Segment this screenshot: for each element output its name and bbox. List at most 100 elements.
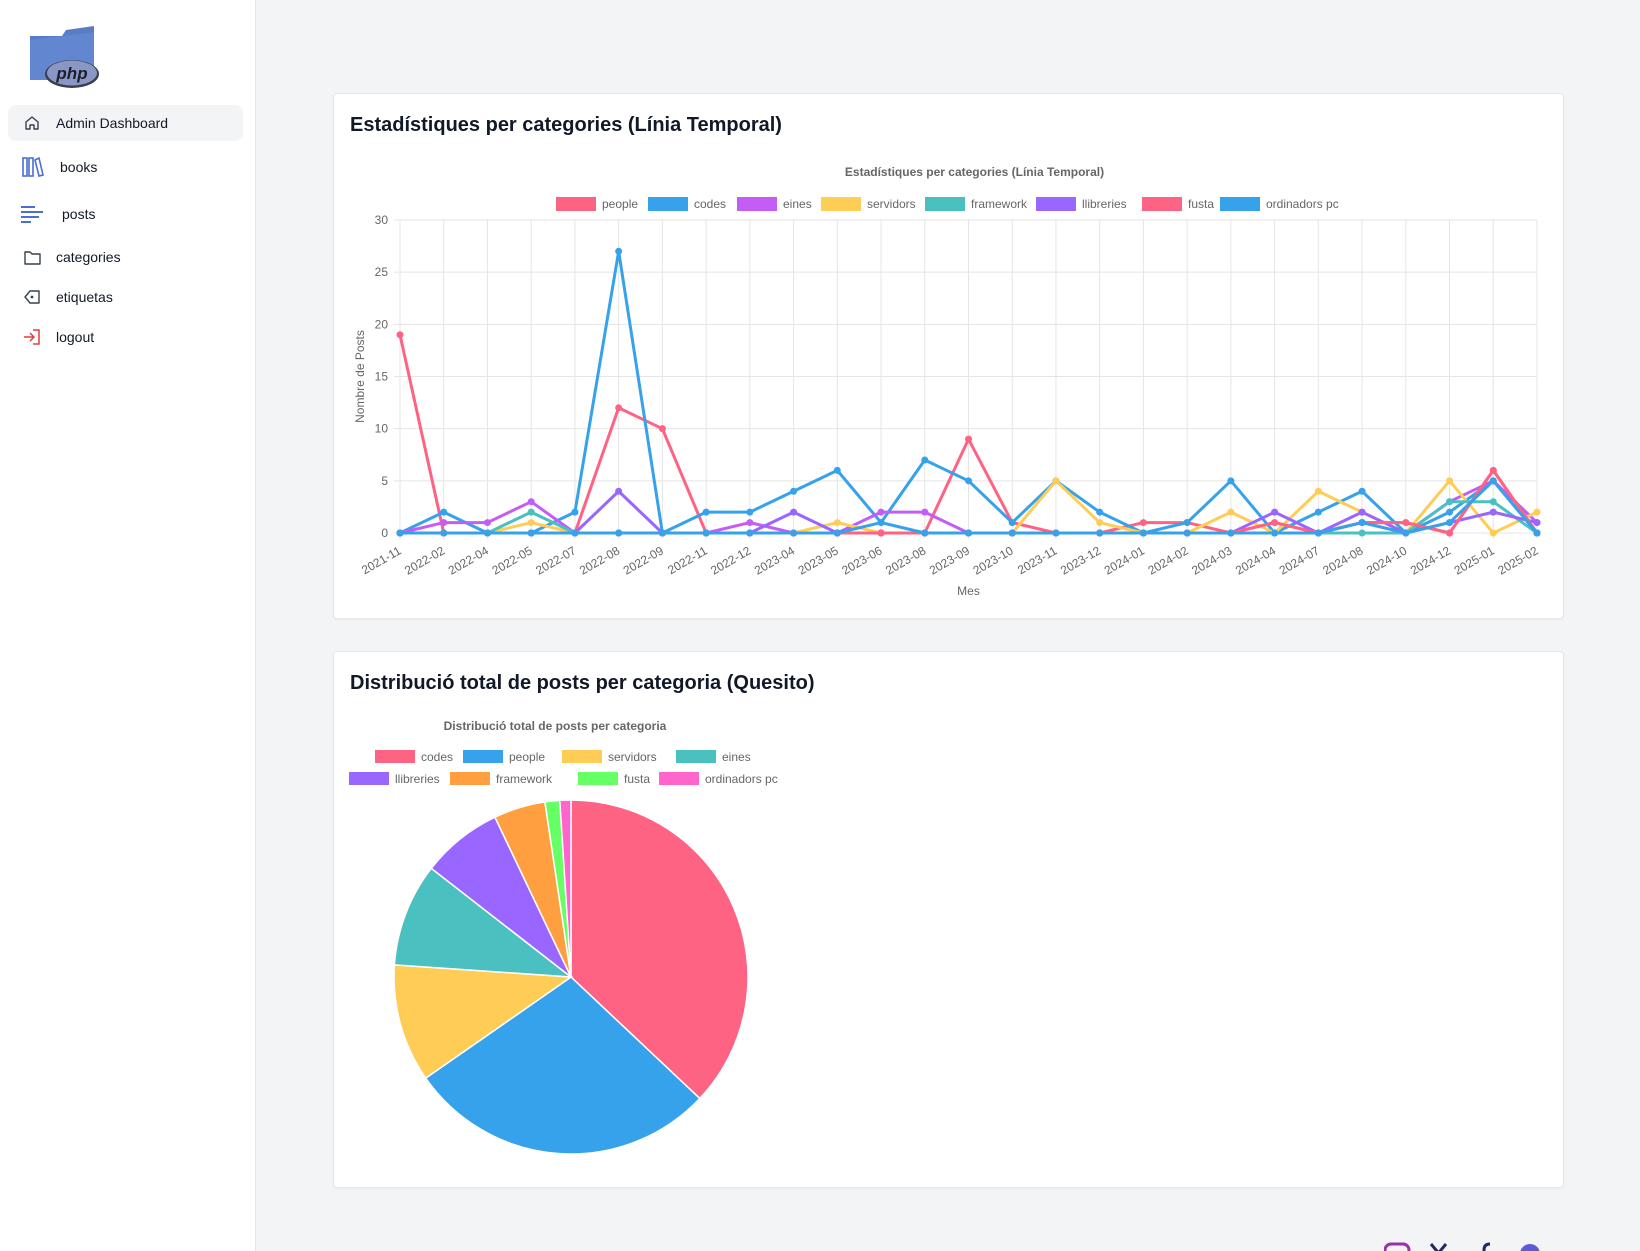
data-point [396, 529, 404, 537]
legend-swatch [463, 750, 503, 763]
x-tick-label: 2023-08 [883, 543, 928, 577]
pie-slice-eines [393, 867, 574, 978]
y-tick-label: 25 [375, 265, 389, 279]
sidebar-item-label: books [60, 159, 98, 175]
x-tick-label: 2023-12 [1058, 543, 1103, 577]
legend-label: framework [971, 197, 1028, 211]
x-tick-label: 2021-11 [359, 543, 404, 577]
data-point [877, 529, 885, 537]
sidebar-item-posts[interactable]: posts [8, 191, 243, 237]
data-point [571, 529, 579, 537]
data-point [615, 404, 623, 412]
data-point [1139, 529, 1147, 537]
sidebar-item-books[interactable]: books [8, 143, 243, 191]
social-links [1384, 1242, 1544, 1251]
data-point [877, 519, 885, 527]
y-tick-label: 20 [375, 317, 389, 331]
x-tick-label: 2023-06 [839, 543, 884, 577]
x-tick-label: 2024-07 [1277, 543, 1322, 577]
legend-label: people [602, 197, 638, 211]
logo-text: php [55, 64, 87, 83]
data-point [1183, 529, 1191, 537]
x-tick-label: 2024-04 [1233, 543, 1278, 577]
legend-label: people [509, 750, 545, 764]
data-point [1227, 508, 1235, 516]
x-tick-label: 2022-08 [577, 543, 622, 577]
data-point [1489, 477, 1497, 485]
data-point [965, 435, 972, 443]
data-point [440, 529, 448, 537]
data-point [965, 477, 972, 485]
php-logo[interactable]: php [30, 26, 100, 92]
x-tick-label: 2022-02 [402, 543, 447, 577]
legend-label: servidors [867, 197, 916, 211]
data-point [658, 425, 666, 433]
data-point [483, 519, 491, 527]
data-point [790, 487, 798, 495]
sidebar-item-etiquetas[interactable]: etiquetas [8, 277, 243, 317]
data-point [527, 529, 535, 537]
x-tick-label: 2023-04 [752, 543, 797, 577]
data-point [1358, 508, 1366, 516]
home-icon [20, 111, 44, 135]
data-point [527, 498, 535, 506]
x-tick-label: 2022-04 [446, 543, 491, 577]
legend-swatch [821, 197, 861, 211]
x-tick-label: 2022-09 [621, 543, 666, 577]
data-point [1052, 477, 1060, 485]
data-point [877, 508, 885, 516]
data-point [1271, 519, 1279, 527]
x-tick-label: 2024-01 [1102, 543, 1147, 577]
data-point [527, 519, 535, 527]
circle-icon[interactable] [1520, 1244, 1540, 1251]
x-tick-label: 2024-12 [1408, 543, 1453, 577]
data-point [396, 331, 404, 339]
legend-label: llibreries [395, 772, 440, 786]
data-point [965, 529, 972, 537]
sidebar-item-logout[interactable]: logout [8, 317, 243, 357]
books-icon [22, 155, 44, 179]
legend-label: codes [694, 197, 726, 211]
data-point [702, 508, 710, 516]
data-point [1314, 508, 1322, 516]
data-point [1183, 519, 1191, 527]
legend-label: eines [722, 750, 751, 764]
sidebar-item-categories[interactable]: categories [8, 237, 243, 277]
legend-label: llibreries [1082, 197, 1127, 211]
data-point [790, 508, 798, 516]
legend-label: ordinadors pc [705, 772, 778, 786]
data-point [746, 508, 754, 516]
legend-label: ordinadors pc [1266, 197, 1339, 211]
data-point [1052, 529, 1060, 537]
legend-swatch [925, 197, 965, 211]
x-tick-label: 2024-03 [1189, 543, 1234, 577]
sidebar-item-admin-dashboard[interactable]: Admin Dashboard [8, 105, 243, 141]
legend-swatch [1142, 197, 1182, 211]
x-tick-label: 2023-10 [971, 543, 1016, 577]
data-point [1271, 529, 1279, 537]
chart-title: Estadístiques per categories (Línia Temp… [845, 165, 1104, 179]
data-point [1533, 519, 1541, 527]
data-point [921, 529, 929, 537]
card-heading: Estadístiques per categories (Línia Temp… [350, 114, 782, 136]
data-point [1446, 477, 1454, 485]
data-point [833, 466, 841, 474]
data-point [571, 508, 579, 516]
legend-label: fusta [624, 772, 650, 786]
instagram-icon[interactable] [1384, 1242, 1411, 1251]
legend-swatch [737, 197, 777, 211]
legend-swatch [375, 750, 415, 763]
x-tick-label: 2024-10 [1364, 543, 1409, 577]
x-icon[interactable] [1429, 1243, 1448, 1251]
facebook-icon[interactable] [1482, 1242, 1491, 1251]
sidebar-item-label: Admin Dashboard [56, 115, 169, 131]
legend-label: fusta [1188, 197, 1214, 211]
data-point [1402, 529, 1410, 537]
y-tick-label: 30 [375, 213, 389, 227]
data-point [658, 529, 666, 537]
data-point [921, 508, 929, 516]
data-point [833, 519, 841, 527]
data-point [615, 487, 623, 495]
pie-chart: Distribució total de posts per categoria… [349, 719, 778, 1155]
x-tick-label: 2023-05 [796, 543, 841, 577]
